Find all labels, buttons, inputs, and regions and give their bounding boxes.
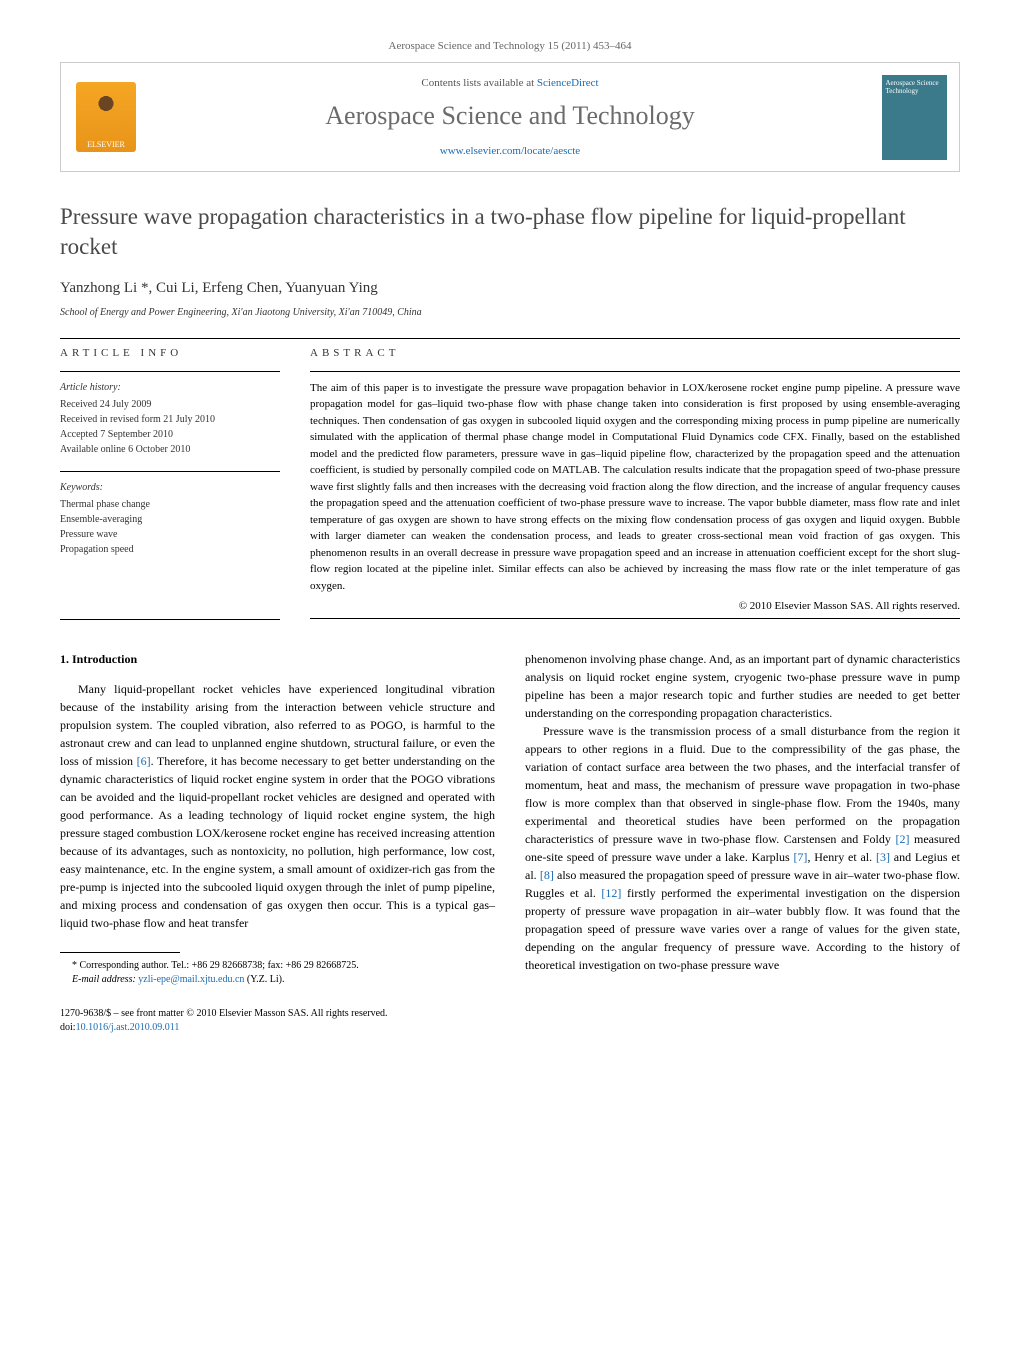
abstract-heading: ABSTRACT: [310, 347, 960, 359]
text-run: Pressure wave is the transmission proces…: [525, 724, 960, 846]
authors: Yanzhong Li *, Cui Li, Erfeng Chen, Yuan…: [60, 280, 960, 297]
keywords-block: Keywords: Thermal phase change Ensemble-…: [60, 480, 280, 557]
history-block: Article history: Received 24 July 2009 R…: [60, 380, 280, 457]
elsevier-tree-icon: [86, 90, 126, 135]
abstract-copyright: © 2010 Elsevier Masson SAS. All rights r…: [310, 600, 960, 612]
reference-link[interactable]: [8]: [540, 868, 554, 882]
divider: [60, 338, 960, 339]
bottom-info: 1270-9638/$ – see front matter © 2010 El…: [60, 1007, 495, 1035]
doi-label: doi:: [60, 1022, 76, 1033]
reference-link[interactable]: [6]: [137, 754, 151, 768]
body-paragraph: Pressure wave is the transmission proces…: [525, 722, 960, 974]
corresponding-footnote: * Corresponding author. Tel.: +86 29 826…: [60, 959, 495, 973]
keyword: Thermal phase change: [60, 497, 280, 512]
online-date: Available online 6 October 2010: [60, 442, 280, 457]
affiliation: School of Energy and Power Engineering, …: [60, 307, 960, 318]
right-column: phenomenon involving phase change. And, …: [525, 650, 960, 1035]
history-label: Article history:: [60, 380, 280, 395]
keyword: Ensemble-averaging: [60, 512, 280, 527]
reference-link[interactable]: [2]: [895, 832, 909, 846]
keyword: Pressure wave: [60, 527, 280, 542]
accepted-date: Accepted 7 September 2010: [60, 427, 280, 442]
reference-link[interactable]: [3]: [876, 850, 890, 864]
running-header: Aerospace Science and Technology 15 (201…: [60, 40, 960, 52]
doi-line: doi:10.1016/j.ast.2010.09.011: [60, 1021, 495, 1035]
sciencedirect-link[interactable]: ScienceDirect: [537, 77, 599, 89]
divider: [60, 619, 280, 620]
contents-banner: ELSEVIER Contents lists available at Sci…: [60, 62, 960, 172]
contents-prefix: Contents lists available at: [421, 77, 536, 89]
reference-link[interactable]: [7]: [793, 850, 807, 864]
article-title: Pressure wave propagation characteristic…: [60, 202, 960, 262]
divider: [310, 618, 960, 619]
revised-date: Received in revised form 21 July 2010: [60, 412, 280, 427]
footnote-divider: [60, 952, 180, 953]
contents-lists-text: Contents lists available at ScienceDirec…: [151, 77, 869, 89]
journal-cover-icon: Aerospace Science Technology: [882, 75, 947, 160]
keywords-label: Keywords:: [60, 480, 280, 495]
received-date: Received 24 July 2009: [60, 397, 280, 412]
divider: [60, 471, 280, 472]
text-run: . Therefore, it has become necessary to …: [60, 754, 495, 930]
text-run: , Henry et al.: [807, 850, 876, 864]
reference-link[interactable]: [12]: [601, 886, 621, 900]
email-link[interactable]: yzli-epe@mail.xjtu.edu.cn: [138, 974, 244, 985]
body-paragraph: Many liquid-propellant rocket vehicles h…: [60, 680, 495, 932]
article-info-heading: ARTICLE INFO: [60, 347, 280, 359]
journal-url[interactable]: www.elsevier.com/locate/aescte: [151, 145, 869, 157]
body-columns: 1. Introduction Many liquid-propellant r…: [60, 650, 960, 1035]
elsevier-logo: ELSEVIER: [76, 82, 136, 152]
publisher-logo-container: ELSEVIER: [61, 63, 151, 171]
doi-link[interactable]: 10.1016/j.ast.2010.09.011: [76, 1022, 180, 1033]
abstract-text: The aim of this paper is to investigate …: [310, 380, 960, 595]
elsevier-label: ELSEVIER: [87, 140, 125, 149]
journal-name: Aerospace Science and Technology: [151, 101, 869, 131]
banner-center: Contents lists available at ScienceDirec…: [151, 77, 869, 157]
abstract: ABSTRACT The aim of this paper is to inv…: [310, 347, 960, 620]
body-paragraph: phenomenon involving phase change. And, …: [525, 650, 960, 722]
article-info: ARTICLE INFO Article history: Received 2…: [60, 347, 280, 620]
left-column: 1. Introduction Many liquid-propellant r…: [60, 650, 495, 1035]
email-footnote: E-mail address: yzli-epe@mail.xjtu.edu.c…: [60, 973, 495, 987]
issn-line: 1270-9638/$ – see front matter © 2010 El…: [60, 1007, 495, 1021]
divider: [60, 371, 280, 372]
email-who: (Y.Z. Li).: [244, 974, 284, 985]
keyword: Propagation speed: [60, 542, 280, 557]
email-label: E-mail address:: [72, 974, 136, 985]
section-heading: 1. Introduction: [60, 650, 495, 668]
info-abstract-row: ARTICLE INFO Article history: Received 2…: [60, 347, 960, 620]
divider: [310, 371, 960, 372]
journal-cover-container: Aerospace Science Technology: [869, 63, 959, 171]
